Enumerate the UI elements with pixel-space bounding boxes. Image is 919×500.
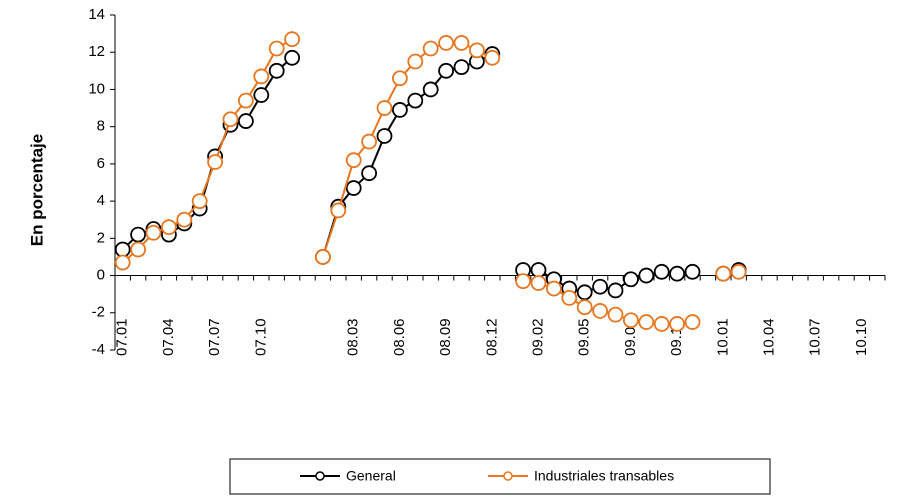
- point: [376, 100, 393, 116]
- point: [114, 241, 131, 258]
- point: [515, 273, 531, 290]
- legend-label: Industriales transables: [534, 468, 674, 484]
- point: [191, 193, 208, 210]
- legend-label: General: [346, 468, 396, 484]
- legend-marker: [503, 471, 513, 481]
- point: [453, 59, 470, 76]
- point: [314, 249, 331, 265]
- point: [253, 87, 270, 103]
- point: [407, 53, 424, 70]
- y-tick-label: 0: [97, 267, 105, 284]
- y-tick-label: 14: [88, 6, 105, 23]
- y-tick-label: -2: [92, 304, 105, 321]
- point: [345, 152, 362, 169]
- x-tick-label: 09.02: [529, 318, 546, 356]
- point: [638, 267, 655, 284]
- x-tick-label: 10.07: [807, 318, 824, 356]
- point: [730, 263, 747, 280]
- y-tick-label: -4: [92, 341, 105, 358]
- point: [484, 49, 501, 66]
- point: [592, 303, 608, 319]
- point: [145, 224, 162, 241]
- y-tick-label: 8: [97, 118, 105, 135]
- point: [422, 40, 439, 57]
- point: [684, 263, 701, 280]
- point: [638, 314, 655, 330]
- point: [592, 278, 608, 295]
- y-tick-label: 6: [97, 155, 105, 172]
- point: [376, 128, 393, 144]
- point: [361, 165, 378, 182]
- x-tick-label: 08.09: [437, 318, 454, 356]
- point: [561, 289, 578, 306]
- y-tick-label: 2: [97, 229, 105, 246]
- point: [623, 271, 639, 288]
- y-tick-label: 12: [88, 43, 105, 60]
- point: [176, 211, 193, 228]
- point: [237, 113, 254, 129]
- point: [130, 241, 147, 258]
- point: [422, 81, 439, 98]
- point: [160, 219, 177, 236]
- point: [237, 92, 254, 109]
- x-tick-label: 08.06: [391, 318, 408, 356]
- point: [268, 40, 285, 57]
- x-tick-label: 07.10: [252, 318, 269, 356]
- point: [684, 314, 701, 330]
- point: [607, 282, 624, 299]
- y-axis-label: En porcentaje: [27, 134, 46, 246]
- point: [284, 49, 301, 66]
- legend-marker: [315, 471, 325, 481]
- x-tick-label: 07.01: [114, 318, 131, 356]
- point: [391, 102, 408, 118]
- x-tick-label: 10.04: [760, 318, 777, 356]
- point: [530, 275, 547, 291]
- point: [438, 62, 455, 79]
- x-tick-label: 09.05: [576, 318, 593, 356]
- x-tick-label: 08.03: [345, 318, 362, 356]
- point: [715, 265, 732, 282]
- x-tick-label: 09.08: [622, 318, 639, 356]
- point: [607, 306, 624, 323]
- point: [653, 263, 670, 280]
- series-line: [122, 38, 739, 325]
- point: [669, 316, 685, 332]
- point: [669, 265, 685, 282]
- y-tick-label: 4: [97, 192, 105, 209]
- point: [438, 35, 455, 51]
- point: [546, 280, 562, 297]
- point: [576, 284, 593, 301]
- x-tick-label: 10.10: [853, 318, 870, 356]
- point: [207, 154, 224, 170]
- point: [114, 254, 131, 271]
- x-tick-label: 07.07: [206, 318, 223, 356]
- point: [330, 202, 347, 219]
- point: [345, 180, 362, 196]
- x-tick-label: 10.01: [714, 318, 731, 356]
- point: [623, 312, 639, 329]
- point: [391, 70, 408, 87]
- point: [407, 92, 424, 109]
- x-tick-label: 08.12: [483, 318, 500, 356]
- point: [284, 31, 301, 48]
- point: [576, 299, 593, 316]
- point: [130, 226, 147, 243]
- y-tick-label: 10: [88, 80, 105, 97]
- point: [253, 68, 270, 85]
- x-tick-label: 07.04: [160, 318, 177, 356]
- point: [453, 35, 470, 51]
- point: [268, 62, 285, 79]
- point: [530, 262, 547, 278]
- point: [222, 111, 239, 128]
- point: [468, 42, 485, 59]
- point: [653, 316, 670, 332]
- point: [361, 133, 378, 150]
